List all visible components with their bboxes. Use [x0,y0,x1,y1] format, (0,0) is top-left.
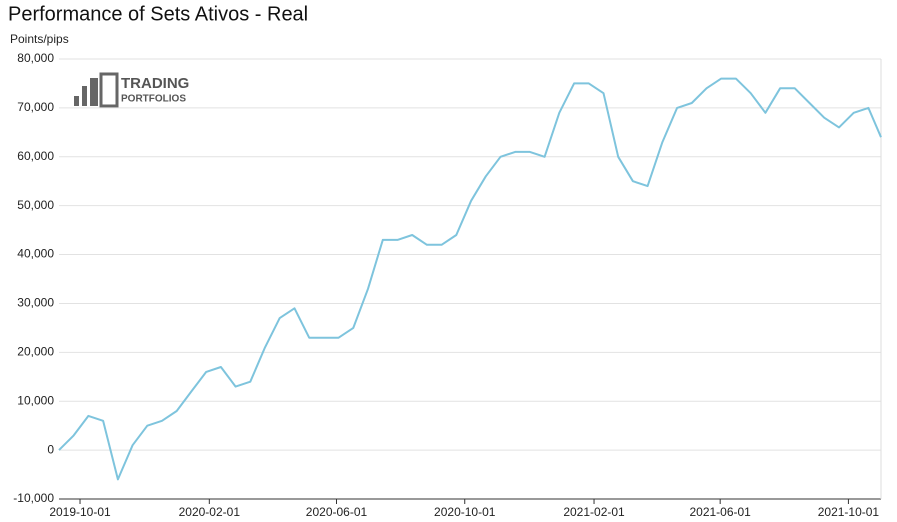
y-tick-label: -10,000 [13,491,54,505]
x-tick-label: 2020-10-01 [434,505,496,519]
x-tick-label: 2021-06-01 [689,505,751,519]
x-tick-label: 2020-06-01 [306,505,368,519]
chart-title: Performance of Sets Ativos - Real [8,3,308,25]
y-tick-label: 50,000 [17,198,54,212]
logo-bar [74,96,79,106]
y-axis-label: Points/pips [10,32,69,46]
y-tick-label: 0 [47,442,54,456]
logo-p [99,72,119,108]
y-tick-label: 60,000 [17,149,54,163]
logo-text: TRADING [121,75,189,92]
y-tick-label: 20,000 [17,345,54,359]
logo-bar [82,86,87,106]
logo-text: PORTFOLIOS [121,94,186,105]
y-tick-label: 40,000 [17,247,54,261]
y-tick-label: 30,000 [17,296,54,310]
y-tick-label: 80,000 [17,51,54,65]
y-tick-label: 70,000 [17,100,54,114]
x-tick-label: 2019-10-01 [49,505,111,519]
x-tick-label: 2020-02-01 [179,505,241,519]
x-tick-label: 2021-02-01 [563,505,625,519]
series-line [58,77,882,481]
logo: TRADING PORTFOLIOS [74,72,189,108]
logo-bar [90,78,98,106]
x-tick-label: 2021-10-01 [818,505,880,519]
y-tick-label: 10,000 [17,393,54,407]
